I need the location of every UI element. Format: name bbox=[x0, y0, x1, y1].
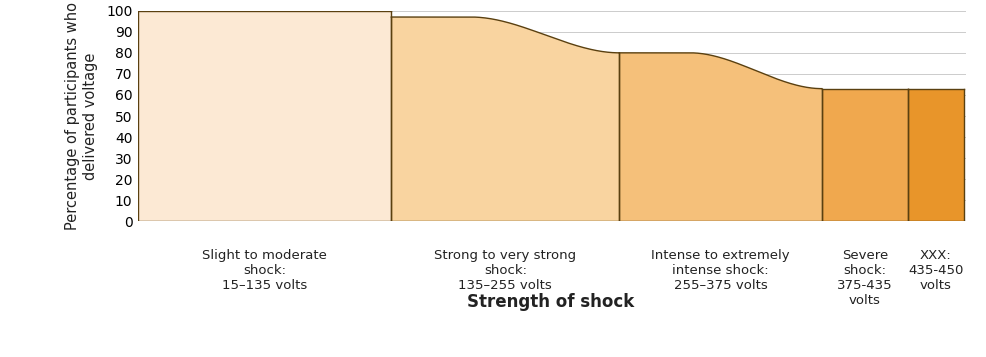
Text: Strength of shock: Strength of shock bbox=[467, 293, 635, 311]
Text: Severe
shock:
375-435
volts: Severe shock: 375-435 volts bbox=[837, 249, 892, 307]
Polygon shape bbox=[822, 89, 908, 221]
Text: XXX:
435-450
volts: XXX: 435-450 volts bbox=[908, 249, 963, 292]
Polygon shape bbox=[619, 53, 822, 221]
Polygon shape bbox=[138, 11, 391, 221]
Polygon shape bbox=[908, 89, 963, 221]
Text: Intense to extremely
intense shock:
255–375 volts: Intense to extremely intense shock: 255–… bbox=[652, 249, 790, 292]
Text: Slight to moderate
shock:
15–135 volts: Slight to moderate shock: 15–135 volts bbox=[202, 249, 327, 292]
Y-axis label: Percentage of participants who
delivered voltage: Percentage of participants who delivered… bbox=[65, 2, 98, 230]
Polygon shape bbox=[391, 17, 619, 221]
Text: Strong to very strong
shock:
135–255 volts: Strong to very strong shock: 135–255 vol… bbox=[434, 249, 577, 292]
